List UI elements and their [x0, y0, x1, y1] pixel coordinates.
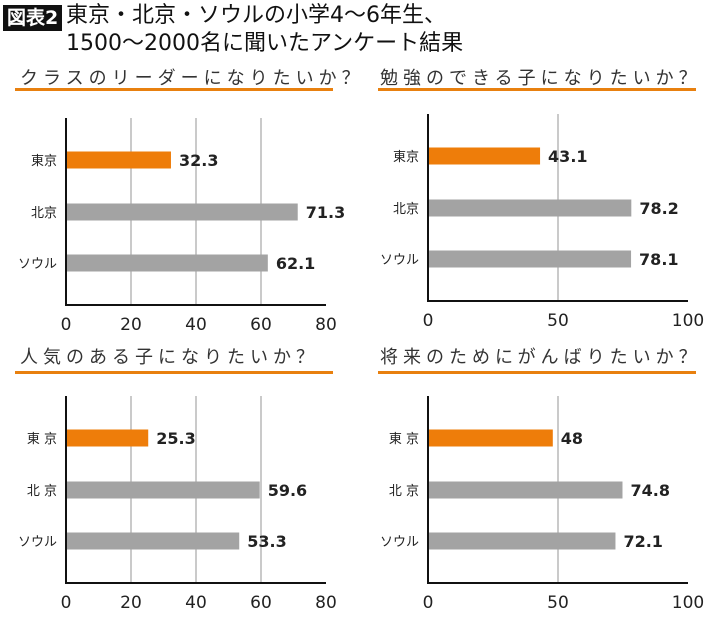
panel-title-study: 勉強のできる子になりたいか？: [380, 68, 702, 89]
data-label: 53.3: [247, 532, 286, 551]
data-label: 43.1: [548, 147, 587, 166]
category-label: 北 京: [389, 484, 419, 499]
bar: [66, 429, 149, 447]
x-tick-label: 60: [250, 593, 272, 613]
category-label: ソウル: [18, 257, 57, 272]
x-tick-label: 100: [672, 593, 704, 613]
x-tick-label: 0: [61, 315, 72, 335]
category-label: 北京: [31, 206, 57, 221]
category-label: 東京: [31, 153, 57, 169]
data-label: 78.1: [639, 250, 678, 269]
bar: [66, 203, 298, 221]
category-label: 北 京: [27, 484, 57, 499]
panel-title-future: 将来のためにがんばりたいか？: [380, 347, 702, 368]
bar: [428, 250, 632, 268]
x-tick-label: 60: [250, 315, 272, 335]
chart-study: 0 50 100 43.1 東京 78.2 北京 78.1 ソウル: [380, 114, 704, 331]
figure-title: 東京・北京・ソウルの小学4～6年生、 1500～2000名に聞いたアンケート結果: [66, 2, 463, 58]
data-label: 74.8: [630, 481, 669, 500]
panel-title-leader: クラスのリーダーになりたいか？: [20, 68, 365, 89]
data-label: 32.3: [179, 151, 218, 170]
x-tick-label: 40: [185, 593, 207, 613]
panel-title-popular: 人気のある子になりたいか？: [20, 347, 319, 368]
title-line-2: 1500～2000名に聞いたアンケート結果: [66, 31, 464, 56]
title-line-1: 東京・北京・ソウルの小学4～6年生、: [66, 3, 446, 28]
x-tick-label: 100: [672, 311, 704, 331]
x-tick-label: 80: [315, 315, 337, 335]
bar: [428, 481, 623, 499]
bar: [428, 199, 632, 217]
bar: [428, 429, 553, 447]
bar: [66, 151, 171, 169]
bar: [66, 481, 260, 499]
x-tick-label: 0: [423, 311, 434, 331]
chart-leader: 0 20 40 60 80 32.3 東京 71.3 北京 62.1 ソウル: [18, 118, 345, 335]
bar: [428, 147, 541, 165]
category-label: ソウル: [380, 253, 419, 268]
x-tick-label: 50: [547, 311, 569, 331]
category-label: 北京: [393, 202, 419, 217]
x-tick-label: 20: [120, 315, 142, 335]
category-label: ソウル: [18, 535, 57, 550]
chart-future: 0 50 100 48 東 京 74.8 北 京 72.1 ソウル: [380, 396, 704, 613]
title-underline: [15, 88, 333, 91]
figure-badge: 図表2: [3, 5, 63, 31]
data-label: 62.1: [276, 254, 315, 273]
x-tick-label: 0: [61, 593, 72, 613]
category-label: 東 京: [27, 431, 57, 447]
category-label: 東京: [393, 149, 419, 165]
category-label: ソウル: [380, 535, 419, 550]
bar: [66, 532, 240, 550]
title-underline: [15, 371, 333, 374]
x-tick-label: 20: [120, 593, 142, 613]
data-label: 72.1: [623, 532, 662, 551]
data-label: 59.6: [268, 481, 307, 500]
category-label: 東 京: [389, 431, 419, 447]
x-tick-label: 0: [423, 593, 434, 613]
x-tick-label: 80: [315, 593, 337, 613]
x-tick-label: 40: [185, 315, 207, 335]
title-underline: [378, 371, 696, 374]
data-label: 25.3: [156, 429, 195, 448]
data-label: 48: [561, 429, 583, 448]
bar: [428, 532, 616, 550]
data-label: 71.3: [306, 203, 345, 222]
title-underline: [378, 88, 696, 91]
bar: [66, 254, 268, 272]
x-tick-label: 50: [547, 593, 569, 613]
chart-popular: 0 20 40 60 80 25.3 東 京 59.6 北 京 53.3 ソウル: [18, 396, 337, 613]
data-label: 78.2: [639, 199, 678, 218]
